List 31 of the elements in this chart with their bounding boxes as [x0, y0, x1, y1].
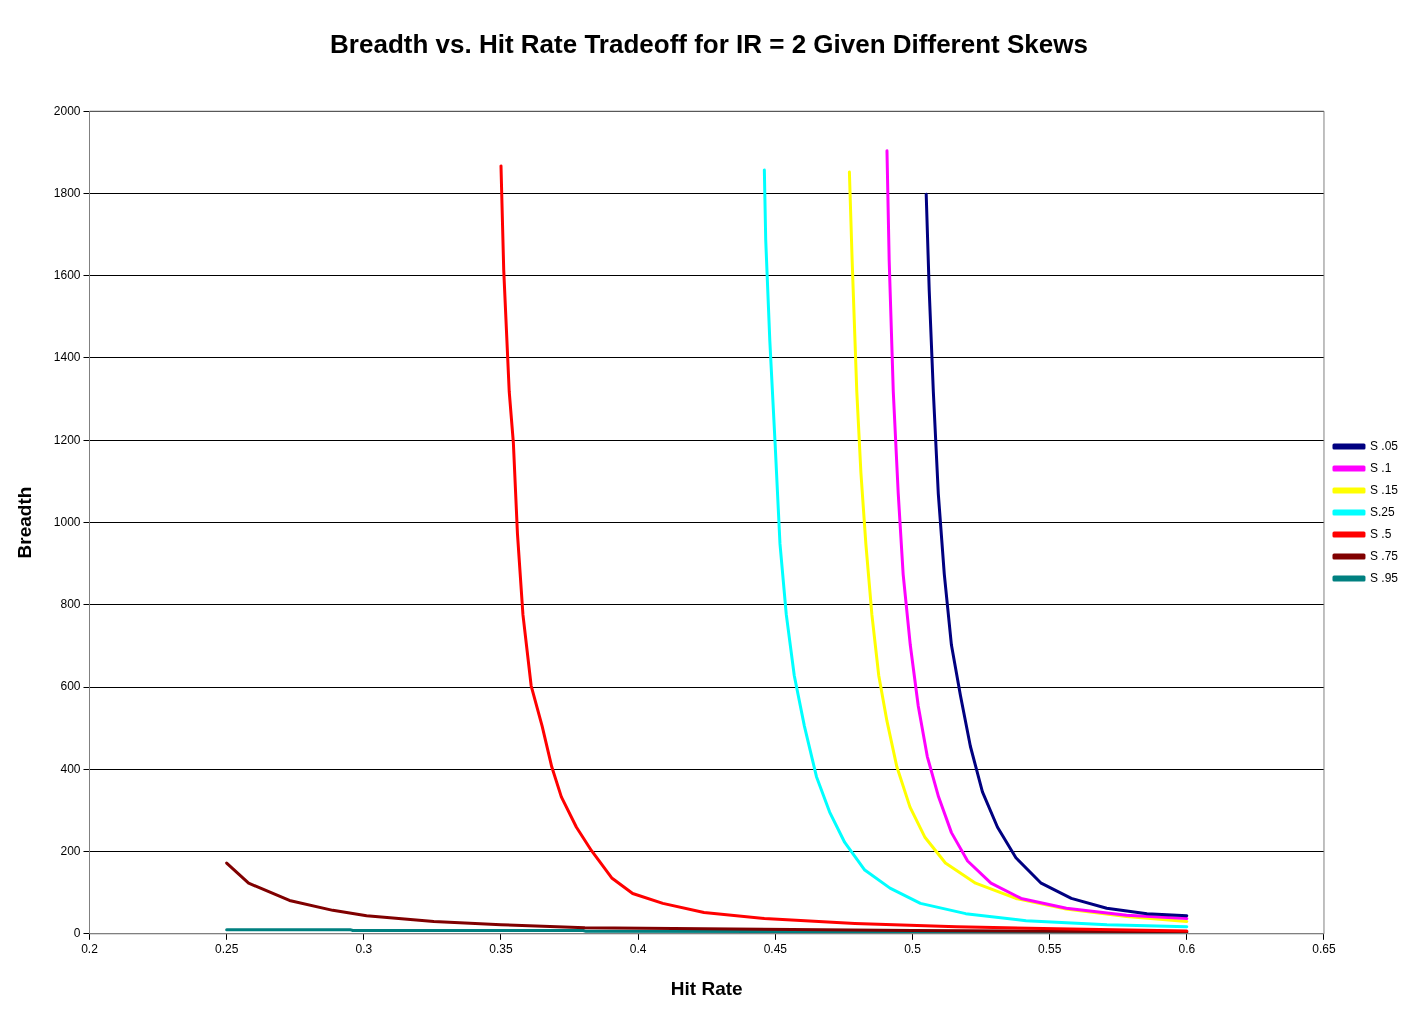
legend-label: S .05	[1369, 438, 1399, 453]
legend-label: S .5	[1369, 526, 1392, 541]
y-tick-label: 1200	[53, 432, 81, 447]
x-tick-label: 0.5	[904, 942, 922, 957]
y-tick-label: 0	[73, 926, 81, 941]
x-axis-title: Hit Rate	[670, 977, 743, 999]
y-tick-label: 800	[60, 597, 81, 612]
y-tick-label: 400	[60, 761, 81, 776]
legend-label: S.25	[1369, 504, 1395, 519]
y-tick-label: 600	[60, 679, 81, 694]
chart-title: Breadth vs. Hit Rate Tradeoff for IR = 2 Given Different Skews	[330, 28, 1088, 59]
y-tick-label: 200	[60, 843, 81, 858]
x-tick-label: 0.3	[355, 942, 373, 957]
legend-label: S .1	[1369, 460, 1392, 475]
y-tick-label: 1400	[53, 350, 81, 365]
x-tick-label: 0.4	[629, 942, 647, 957]
x-tick-label: 0.55	[1037, 942, 1062, 957]
x-tick-label: 0.25	[214, 942, 239, 957]
legend-label: S .75	[1369, 548, 1399, 563]
y-tick-label: 1800	[53, 185, 81, 200]
x-tick-label: 0.2	[81, 942, 99, 957]
y-tick-label: 2000	[53, 103, 81, 118]
x-tick-label: 0.65	[1312, 942, 1336, 957]
x-tick-label: 0.45	[763, 942, 788, 957]
y-tick-label: 1000	[53, 514, 81, 529]
y-axis-title: Breadth	[13, 486, 35, 559]
x-tick-label: 0.6	[1178, 942, 1196, 957]
x-tick-label: 0.35	[489, 942, 513, 957]
legend-label: S .95	[1369, 570, 1399, 585]
legend-label: S .15	[1369, 482, 1399, 497]
y-tick-label: 1600	[53, 268, 81, 283]
